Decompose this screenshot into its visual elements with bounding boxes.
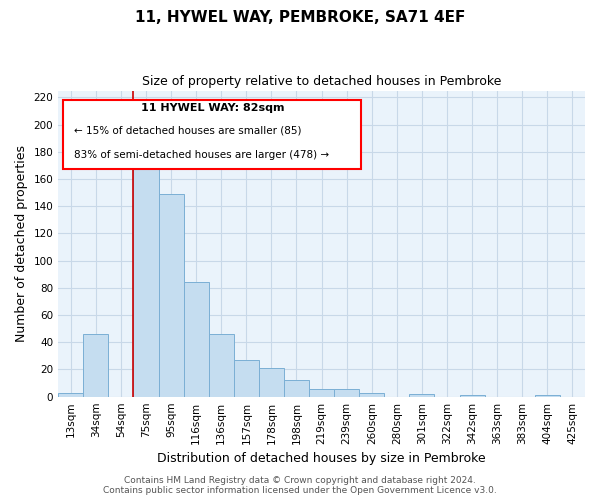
Text: 83% of semi-detached houses are larger (478) →: 83% of semi-detached houses are larger (…	[74, 150, 329, 160]
Bar	[234, 360, 259, 397]
Title: Size of property relative to detached houses in Pembroke: Size of property relative to detached ho…	[142, 75, 501, 88]
Bar	[309, 388, 334, 396]
Bar	[184, 282, 209, 397]
Bar	[58, 392, 83, 396]
Bar	[133, 166, 158, 396]
Bar	[359, 392, 385, 396]
Y-axis label: Number of detached properties: Number of detached properties	[15, 145, 28, 342]
Text: 11 HYWEL WAY: 82sqm: 11 HYWEL WAY: 82sqm	[140, 103, 284, 113]
Bar	[83, 334, 109, 396]
Bar	[409, 394, 434, 396]
Bar	[209, 334, 234, 396]
X-axis label: Distribution of detached houses by size in Pembroke: Distribution of detached houses by size …	[157, 452, 486, 465]
Bar	[259, 368, 284, 396]
Text: 11, HYWEL WAY, PEMBROKE, SA71 4EF: 11, HYWEL WAY, PEMBROKE, SA71 4EF	[135, 10, 465, 25]
Bar	[158, 194, 184, 396]
Text: Contains HM Land Registry data © Crown copyright and database right 2024.
Contai: Contains HM Land Registry data © Crown c…	[103, 476, 497, 495]
Bar	[334, 388, 359, 396]
FancyBboxPatch shape	[64, 100, 361, 168]
Text: ← 15% of detached houses are smaller (85): ← 15% of detached houses are smaller (85…	[74, 126, 301, 136]
Bar	[284, 380, 309, 396]
